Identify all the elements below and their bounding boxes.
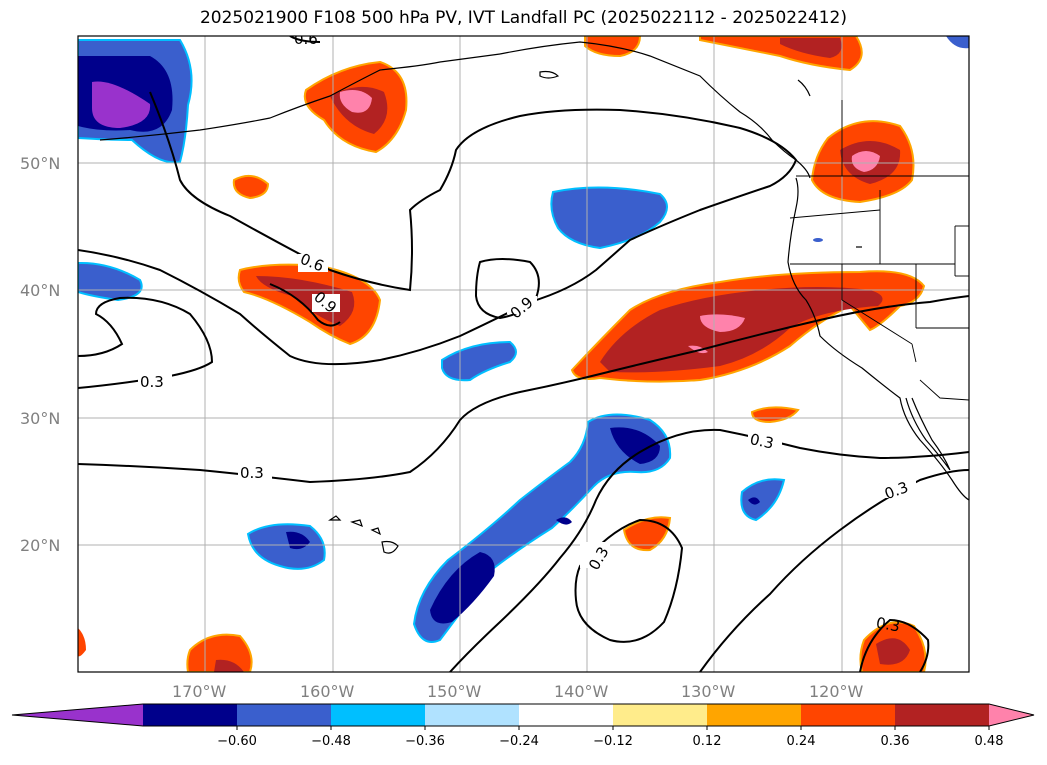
lon-label-170w: 170°W: [172, 682, 227, 701]
colorbar-tick-label: −0.24: [499, 734, 539, 749]
colorbar-tick-label: 0.36: [881, 734, 910, 749]
colorbar: −0.60 −0.48 −0.36 −0.24 −0.12 0.12 0.24 0.36 0.4…: [11, 703, 1035, 749]
purple-region-nw: [92, 81, 151, 128]
map-title: 2025021900 F108 500 hPa PV, IVT Landfall…: [199, 8, 847, 28]
colorbar-segment: [519, 704, 614, 726]
political-borders: [789, 100, 969, 401]
colorbar-tick-label: −0.60: [217, 734, 257, 749]
colorbar-tick-label: 0.48: [975, 734, 1004, 749]
contour-label: 0.6: [294, 30, 318, 48]
lat-label-50n: 50°N: [20, 154, 60, 173]
darkred-region-atmospheric-river: [600, 287, 883, 373]
colorbar-tick-label: 0.12: [693, 734, 722, 749]
lon-label-140w: 140°W: [554, 682, 609, 701]
colorbar-segment: [237, 704, 332, 726]
pink-region-aleutian: [339, 90, 372, 113]
blue-region-sw: [246, 523, 326, 570]
lon-label-130w: 130°W: [681, 682, 736, 701]
map-frame: [77, 35, 970, 673]
lat-label-30n: 30°N: [20, 409, 60, 428]
colorbar-tick-label: 0.24: [787, 734, 816, 749]
blue-region-e: [740, 478, 786, 522]
colorbar-tick-label: −0.12: [593, 734, 633, 749]
colorbar-tick-label: −0.36: [405, 734, 445, 749]
navy-region-diagonal: [430, 552, 495, 624]
navy-region-diagonal-upper: [610, 427, 660, 464]
lon-label-150w: 150°W: [427, 682, 482, 701]
negative-anomaly-shading: [78, 36, 969, 643]
lon-label-120w: 120°W: [809, 682, 864, 701]
contour-label: 0.3: [140, 373, 164, 391]
colorbar-outline: [11, 703, 1035, 727]
colorbar-tick-label: −0.48: [311, 734, 351, 749]
lon-labels: 170°W 160°W 150°W 140°W 130°W 120°W: [172, 682, 864, 701]
pink-region-atmospheric-river: [700, 314, 745, 332]
lat-labels: 50°N 40°N 30°N 20°N: [20, 154, 60, 555]
colorbar-segment: [331, 704, 426, 726]
lon-label-160w: 160°W: [300, 682, 355, 701]
lat-label-40n: 40°N: [20, 281, 60, 300]
pink-region-pacific-nw: [851, 151, 880, 172]
colorbar-segment: [895, 704, 990, 726]
colorbar-extend-low: [12, 704, 143, 726]
colorbar-segment: [707, 704, 802, 726]
lat-label-20n: 20°N: [20, 536, 60, 555]
contour-label: 0.3: [748, 430, 775, 453]
map-area: 0.6 0.9 0.9 0.3 0.3 0.3 0.3 0.3 0.3 0.6: [78, 30, 969, 672]
colorbar-segment: [801, 704, 896, 726]
colorbar-extend-high: [989, 704, 1034, 726]
positive-anomaly-shading: [78, 36, 927, 672]
colorbar-segment: [425, 704, 520, 726]
colorbar-segment: [613, 704, 708, 726]
colorbar-segment: [143, 704, 238, 726]
contour-label: 0.3: [240, 464, 264, 482]
contour-label: 0.3: [875, 614, 902, 636]
blue-region-w: [78, 261, 143, 302]
